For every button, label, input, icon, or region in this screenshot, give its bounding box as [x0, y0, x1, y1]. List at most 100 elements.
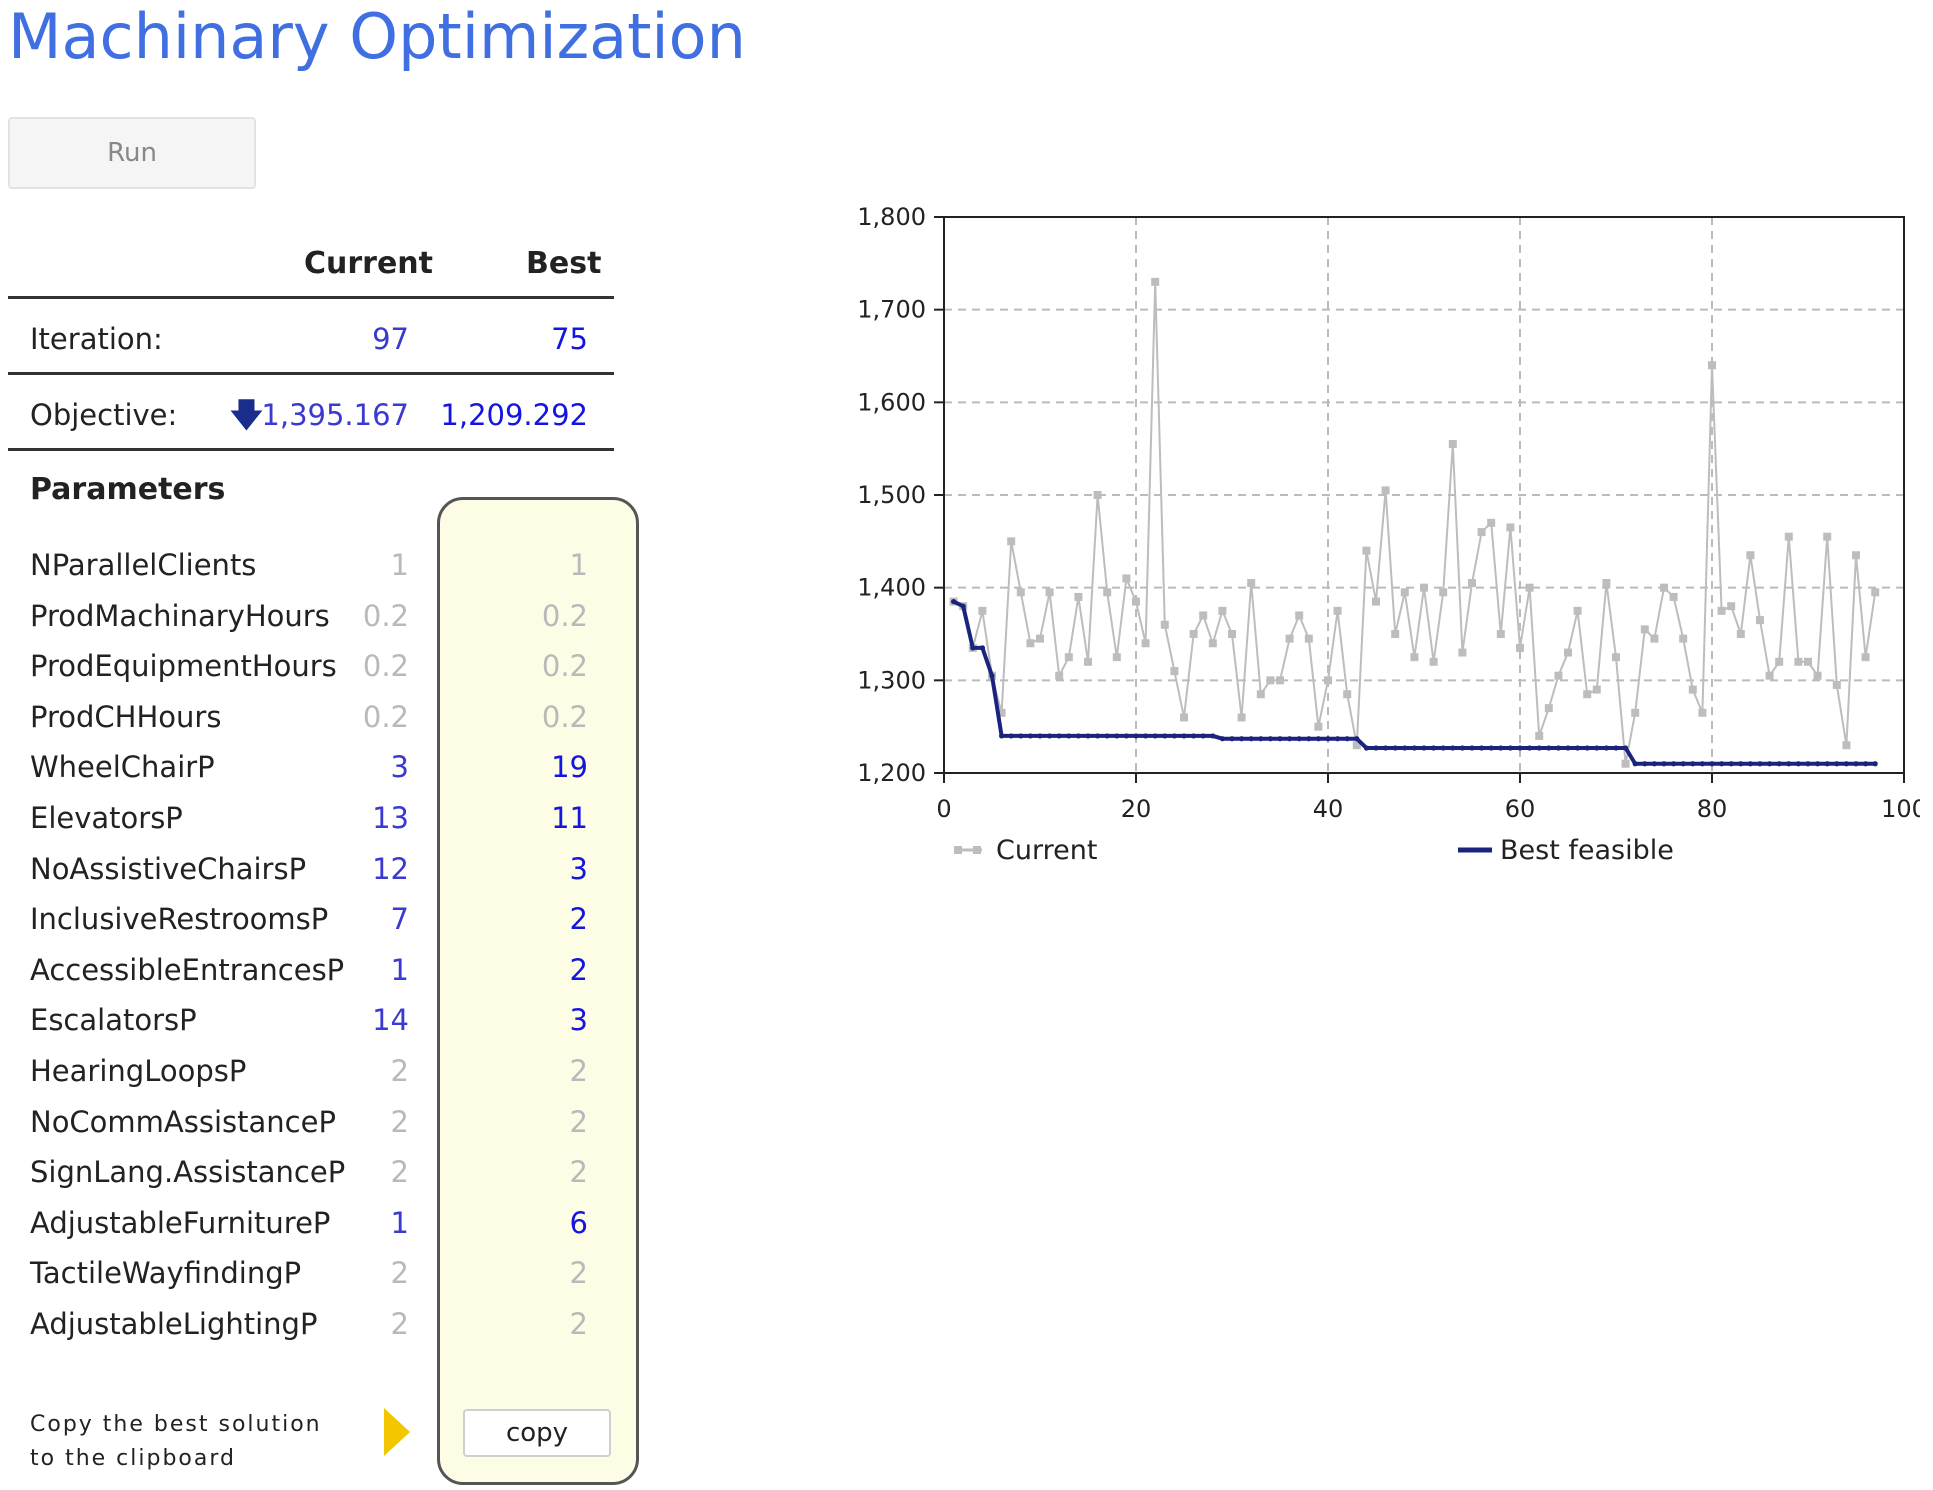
best-point [1661, 761, 1667, 767]
objective-current-value: 1,395.167 [261, 398, 409, 432]
current-point [1151, 277, 1160, 286]
parameter-best-value: 0.2 [541, 598, 588, 633]
parameter-current-value: 2 [390, 1307, 409, 1341]
best-point [1229, 736, 1235, 742]
y-tick-label: 1,200 [857, 759, 926, 787]
best-point [1239, 736, 1245, 742]
best-point [1623, 745, 1629, 751]
legend-current-marker [954, 846, 962, 854]
y-tick-label: 1,500 [857, 481, 926, 509]
best-point [1527, 745, 1533, 751]
best-point [1152, 733, 1158, 739]
best-point [1651, 761, 1657, 767]
objective-best-value: 1,209.292 [440, 398, 588, 432]
legend-current-marker [973, 846, 981, 854]
run-button[interactable]: Run [8, 117, 256, 189]
best-point [1421, 745, 1427, 751]
best-point [1143, 733, 1149, 739]
parameter-current-value: 12 [372, 851, 409, 886]
current-point [1016, 588, 1025, 597]
current-point [1324, 676, 1332, 685]
current-point [1420, 583, 1428, 592]
current-point [1180, 713, 1188, 722]
current-point [1218, 606, 1227, 615]
parameter-best-value: 11 [551, 801, 588, 835]
parameters-title: Parameters [30, 472, 226, 507]
parameter-best-value: 2 [569, 1054, 588, 1088]
best-point [1315, 736, 1321, 742]
best-point [1027, 733, 1033, 739]
optimization-chart: 0 20 40 60 80 100 1,200 1,300 1,400 1,500 1,600 1,7… [857, 203, 1920, 866]
current-point [1564, 648, 1572, 657]
current-point [1727, 602, 1736, 611]
current-point [1362, 546, 1371, 555]
best-point [1709, 761, 1715, 767]
best-point [1594, 745, 1600, 751]
arrow-down-icon: 🡇 [230, 397, 263, 433]
parameter-name: AdjustableFurnitureP [30, 1205, 331, 1240]
best-point [989, 673, 995, 679]
current-point [1132, 597, 1140, 606]
copy-note-line1: Copy the best solution [30, 1412, 322, 1437]
x-tick-label: 100 [1881, 795, 1920, 823]
best-point [1853, 761, 1859, 767]
current-point [1698, 708, 1707, 717]
current-point [978, 606, 987, 615]
parameter-best-value: 0.2 [541, 699, 588, 734]
best-point [1805, 761, 1811, 767]
best-point [1738, 761, 1744, 767]
current-point [1506, 523, 1515, 532]
best-point [1018, 733, 1024, 739]
best-point [1450, 745, 1456, 751]
parameter-name: ElevatorsP [30, 801, 183, 835]
parameter-current-value: 0.2 [362, 699, 409, 734]
parameter-name: ProdMachinaryHours [30, 598, 330, 633]
current-point [1410, 653, 1419, 662]
best-point [1066, 733, 1072, 739]
best-point [1219, 736, 1225, 742]
best-point [1632, 761, 1638, 767]
best-point [1200, 733, 1206, 739]
best-point [1267, 736, 1273, 742]
best-point [1306, 736, 1312, 742]
best-point [1728, 761, 1734, 767]
objective-divider [8, 448, 614, 451]
parameter-best-value: 3 [569, 1003, 588, 1038]
parameter-name: WheelChairP [30, 750, 215, 785]
best-point [1690, 761, 1696, 767]
best-point [1786, 761, 1792, 767]
parameter-name: EscalatorsP [30, 1003, 197, 1038]
current-point [1160, 620, 1169, 629]
current-point [1871, 588, 1880, 597]
parameter-current-value: 13 [372, 801, 409, 835]
best-point [1699, 761, 1705, 767]
current-point [1304, 634, 1313, 643]
parameter-current-value: 1 [390, 1205, 409, 1240]
x-tick-label: 0 [936, 795, 951, 823]
best-point [1469, 745, 1475, 751]
best-point [1671, 761, 1677, 767]
best-point [1258, 736, 1264, 742]
current-point [1736, 630, 1745, 638]
best-point [1383, 745, 1389, 751]
iteration-best-value: 75 [551, 322, 588, 356]
iteration-label: Iteration: [30, 322, 163, 356]
current-point [1122, 574, 1131, 583]
current-point [1679, 634, 1688, 643]
current-point [1756, 616, 1764, 625]
best-point [1843, 761, 1849, 767]
best-point [1075, 733, 1081, 739]
copy-note-line2: to the clipboard [30, 1446, 236, 1471]
parameter-name: NoCommAssistanceP [30, 1104, 336, 1139]
y-tick-label: 1,700 [857, 296, 926, 324]
best-point [1104, 733, 1110, 739]
current-point [1535, 731, 1544, 740]
pointer-arrow-icon [384, 1408, 410, 1456]
parameter-best-value: 2 [569, 1104, 588, 1139]
current-point [1400, 588, 1409, 597]
best-point [979, 645, 985, 651]
current-point [1208, 639, 1217, 648]
current-point [1429, 657, 1438, 666]
current-point [1487, 518, 1496, 527]
copy-button[interactable]: copy [463, 1409, 611, 1457]
